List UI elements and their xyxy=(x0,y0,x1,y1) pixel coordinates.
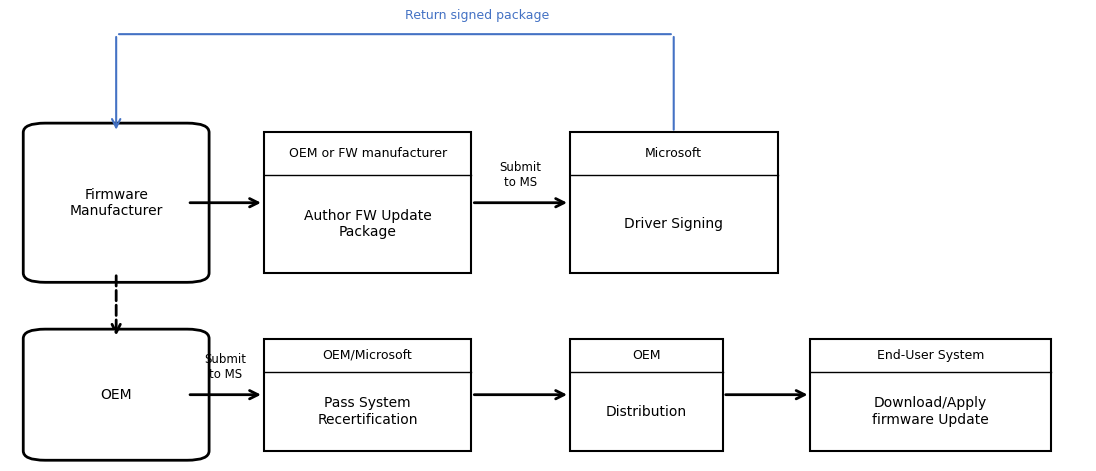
FancyBboxPatch shape xyxy=(264,132,471,273)
Text: End-User System: End-User System xyxy=(877,349,984,362)
Text: Download/Apply
firmware Update: Download/Apply firmware Update xyxy=(872,397,989,427)
Text: Author FW Update
Package: Author FW Update Package xyxy=(304,209,432,239)
Text: Pass System
Recertification: Pass System Recertification xyxy=(318,397,418,427)
Text: OEM/Microsoft: OEM/Microsoft xyxy=(322,349,412,362)
Text: Submit
to MS: Submit to MS xyxy=(500,161,541,189)
Text: Microsoft: Microsoft xyxy=(646,147,703,160)
Text: Distribution: Distribution xyxy=(606,405,687,419)
FancyBboxPatch shape xyxy=(264,339,471,451)
FancyBboxPatch shape xyxy=(810,339,1051,451)
Text: OEM: OEM xyxy=(101,388,132,402)
FancyBboxPatch shape xyxy=(23,123,209,282)
Text: Firmware
Manufacturer: Firmware Manufacturer xyxy=(69,187,163,218)
Text: OEM: OEM xyxy=(632,349,661,362)
Text: OEM or FW manufacturer: OEM or FW manufacturer xyxy=(288,147,447,160)
Text: Submit
to MS: Submit to MS xyxy=(205,353,247,381)
FancyBboxPatch shape xyxy=(570,339,723,451)
Text: Return signed package: Return signed package xyxy=(404,9,549,23)
FancyBboxPatch shape xyxy=(570,132,777,273)
FancyBboxPatch shape xyxy=(23,329,209,460)
Text: Driver Signing: Driver Signing xyxy=(625,217,723,231)
